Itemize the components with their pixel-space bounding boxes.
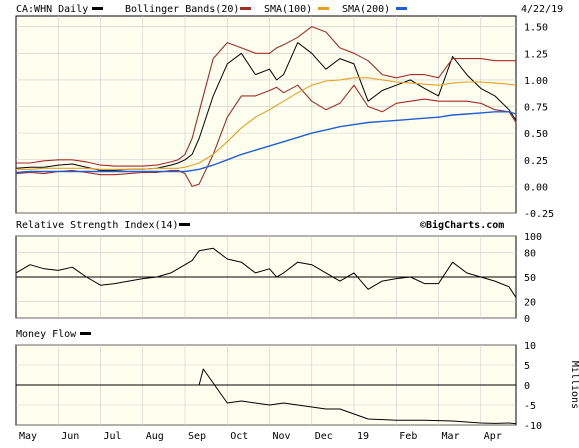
watermark: ©BigCharts.com (420, 219, 504, 231)
x-tick-label: Sep (188, 431, 206, 442)
rsi-panel: 100 80 50 20 0 (15, 232, 542, 325)
sma100-label: SMA(100) (264, 4, 312, 15)
x-tick-label: Jul (104, 431, 122, 442)
y-tick-label: 0.25 (524, 156, 548, 167)
rsi-title: Relative Strength Index(14) (16, 220, 179, 231)
panel-background (15, 15, 517, 214)
series-line-sma-100- (16, 77, 517, 170)
y-tick-label: 10 (524, 341, 536, 352)
y-tick-label: 20 (524, 298, 536, 309)
bollinger-legend-swatch (240, 7, 251, 10)
series-line-bollinger-lower (15, 84, 517, 187)
money-flow-legend-swatch (80, 332, 91, 335)
y-tick-label: 80 (524, 248, 536, 259)
series-line-ca-whn-daily (15, 42, 517, 171)
x-tick-label: 19 (357, 431, 369, 442)
series-line-sma-200- (15, 111, 517, 174)
x-tick-label: Aug (146, 431, 164, 442)
y-tick-label: 1.50 (524, 23, 548, 34)
x-tick-label: Apr (484, 431, 502, 442)
series-line-money-flow (16, 368, 517, 425)
y-axis-title: Millions (569, 361, 579, 409)
y-tick-label: 0.00 (524, 182, 548, 193)
money-flow-panel: 10 5 0 -5 -10 Millions (15, 341, 579, 432)
y-tick-label: -10 (524, 421, 542, 432)
price-panel: 1.50 1.25 1.00 0.75 0.50 0.25 0.00 -0.25 (15, 15, 554, 220)
x-tick-label: Nov (273, 431, 291, 442)
y-tick-label: 0.75 (524, 103, 548, 114)
sma100-legend-swatch (318, 7, 329, 10)
x-axis: May Jun Jul Aug Sep Oct Nov Dec 19 Feb Mar Apr (19, 431, 502, 442)
y-tick-label: 50 (524, 273, 536, 284)
x-tick-label: Feb (399, 431, 417, 442)
y-tick-label: 100 (524, 232, 542, 243)
x-tick-label: May (19, 431, 37, 442)
series-line-relative-strength-index-14- (15, 247, 517, 298)
x-tick-label: Dec (315, 431, 333, 442)
y-tick-label: -0.25 (524, 209, 554, 220)
y-tick-label: 1.25 (524, 49, 548, 60)
rsi-legend-swatch (179, 223, 190, 226)
series-line-bollinger-upper (16, 26, 516, 167)
x-tick-label: Oct (230, 431, 248, 442)
ticker-label: CA:WHN Daily (16, 4, 88, 15)
y-tick-label: 0.50 (524, 129, 548, 140)
sma200-legend-swatch (396, 7, 407, 10)
x-tick-label: Mar (442, 431, 460, 442)
sma200-label: SMA(200) (342, 4, 390, 15)
y-tick-label: 0 (524, 314, 530, 325)
y-tick-label: -5 (524, 401, 536, 412)
chart-date: 4/22/19 (521, 4, 563, 15)
money-flow-title: Money Flow (16, 329, 77, 340)
price-legend-swatch (92, 7, 103, 10)
y-tick-label: 0 (524, 381, 530, 392)
x-tick-label: Jun (61, 431, 79, 442)
y-tick-label: 5 (524, 361, 530, 372)
y-tick-label: 1.00 (524, 76, 548, 87)
bollinger-label: Bollinger Bands(20) (125, 4, 239, 15)
